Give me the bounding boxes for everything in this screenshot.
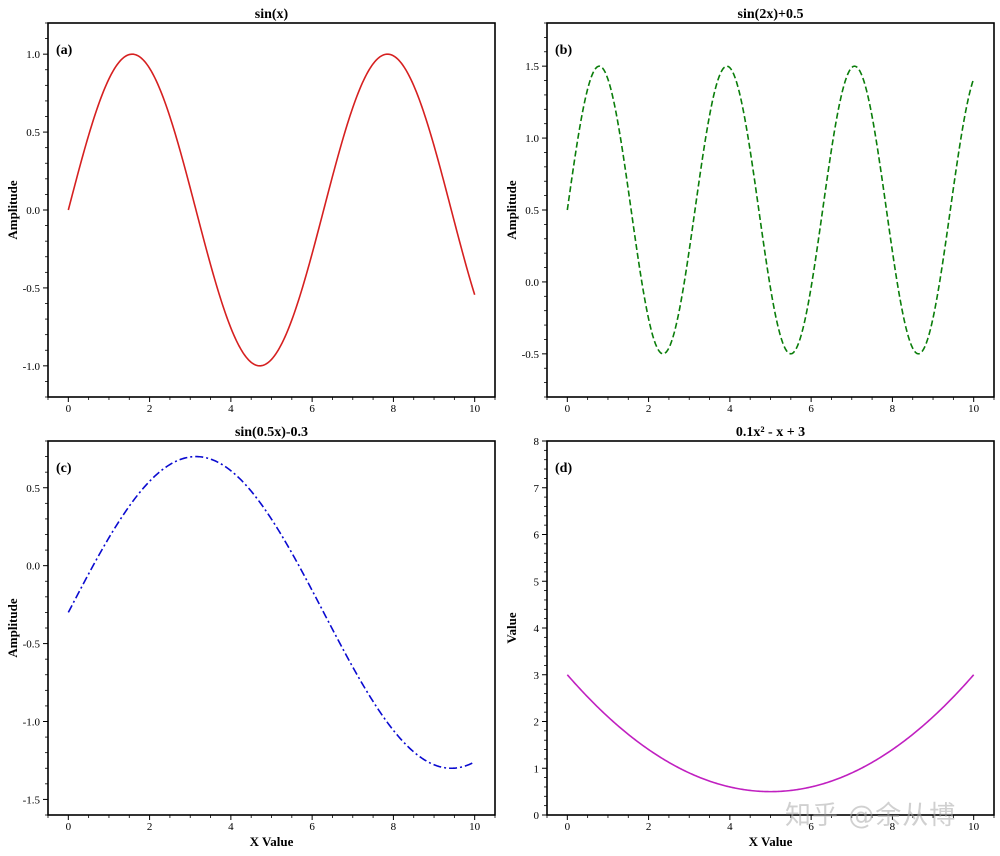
y-tick-label: -1.5: [23, 794, 41, 806]
y-tick-label: 0.5: [26, 127, 40, 139]
x-tick-label: 8: [890, 403, 896, 415]
x-tick-label: 6: [309, 403, 315, 415]
watermark-text: 知乎 @余从博: [785, 801, 957, 831]
subplot-title: 0.1x² - x + 3: [736, 425, 805, 440]
subplot-title: sin(x): [255, 7, 289, 22]
y-tick-label: -1.0: [23, 361, 41, 373]
x-tick-label: 10: [968, 403, 980, 415]
y-tick-label: -1.0: [23, 717, 41, 729]
panel-label: (b): [555, 43, 572, 58]
y-tick-label: 6: [534, 530, 540, 542]
x-tick-label: 4: [727, 403, 733, 415]
y-tick-label: 0.0: [525, 277, 539, 289]
y-tick-label: 1.0: [26, 49, 40, 61]
x-tick-label: 8: [391, 403, 397, 415]
y-tick-label: 0.5: [26, 483, 40, 495]
plot-frame: [47, 22, 496, 398]
x-tick-label: 10: [469, 403, 481, 415]
y-tick-label: 7: [534, 483, 540, 495]
x-tick-label: 6: [309, 821, 315, 833]
y-tick-label: 1: [534, 763, 540, 775]
x-axis-label: X Value: [749, 834, 793, 849]
y-tick-label: 5: [534, 576, 540, 588]
y-tick-label: 8: [534, 436, 540, 448]
x-tick-label: 2: [147, 821, 153, 833]
x-tick-label: 2: [646, 821, 652, 833]
y-axis-label: Amplitude: [5, 598, 20, 657]
subplot-b: 0 2 4 6 8 10 -0.5 0.0 0.5 1.0 1.5 sin(2x)+0.5 (b) Amp…: [504, 7, 995, 415]
x-tick-label: 8: [890, 821, 896, 833]
x-tick-label: 10: [469, 821, 481, 833]
x-tick-label: 0: [565, 821, 571, 833]
series-line: [566, 674, 975, 793]
y-axis-label: Amplitude: [5, 180, 20, 239]
x-tick-label: 0: [565, 403, 571, 415]
series-line: [67, 53, 476, 367]
x-tick-label: 6: [808, 821, 814, 833]
y-tick-label: 0.5: [525, 205, 539, 217]
series-line: [67, 455, 476, 770]
x-tick-label: 0: [66, 821, 72, 833]
y-tick-label: 1.5: [525, 61, 539, 73]
x-tick-label: 2: [147, 403, 153, 415]
x-axis-label: X Value: [250, 834, 294, 849]
y-tick-label: -0.5: [23, 283, 41, 295]
series-line: [566, 65, 975, 355]
x-tick-label: 8: [391, 821, 397, 833]
y-tick-label: -0.5: [23, 639, 41, 651]
y-tick-label: 0.0: [26, 561, 40, 573]
panel-label: (d): [555, 461, 572, 476]
x-tick-label: 4: [228, 403, 234, 415]
y-tick-label: 0.0: [26, 205, 40, 217]
y-tick-label: 1.0: [525, 133, 539, 145]
subplot-c: 0 2 4 6 8 10 -1.5 -1.0 -0.5 0.0 0.5 sin(0.5x)-0.3 (c…: [5, 425, 496, 849]
x-tick-label: 0: [66, 403, 72, 415]
plot-frame: [546, 440, 995, 816]
subplot-d: 0 2 4 6 8 10 0 1 2 3 4 5 6 7 8 0.1x² - x + 3 (d) Value X V…: [504, 425, 995, 849]
y-tick-label: -0.5: [522, 349, 540, 361]
y-tick-label: 0: [534, 810, 540, 822]
x-tick-label: 10: [968, 821, 980, 833]
y-tick-label: 2: [534, 717, 540, 729]
x-tick-label: 6: [808, 403, 814, 415]
y-axis-label: Value: [504, 612, 519, 644]
subplot-title: sin(0.5x)-0.3: [235, 425, 308, 440]
x-tick-label: 2: [646, 403, 652, 415]
x-tick-label: 4: [228, 821, 234, 833]
y-tick-label: 4: [534, 623, 540, 635]
y-axis-label: Amplitude: [504, 180, 519, 239]
x-tick-label: 4: [727, 821, 733, 833]
subplot-a: 0 2 4 6 8 10 -1.0 -0.5 0.0 0.5 1.0 sin(x) (a) Amplitu…: [5, 7, 496, 415]
y-tick-label: 3: [534, 670, 540, 682]
panel-label: (a): [56, 43, 73, 58]
plot-frame: [47, 440, 496, 816]
subplot-title: sin(2x)+0.5: [738, 7, 804, 22]
panel-label: (c): [56, 461, 72, 476]
